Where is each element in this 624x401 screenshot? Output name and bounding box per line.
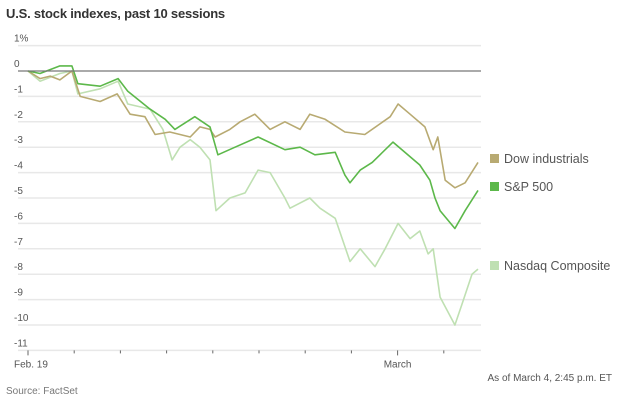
series-line-s-p-500 bbox=[27, 65, 479, 230]
y-tick-label: 1% bbox=[14, 34, 29, 45]
y-tick-label: -11 bbox=[14, 338, 28, 349]
chart-title: U.S. stock indexes, past 10 sessions bbox=[6, 6, 225, 21]
y-tick-label: -1 bbox=[14, 84, 23, 95]
y-tick-label: 0 bbox=[14, 59, 20, 70]
legend-swatch-dow-industrials bbox=[490, 154, 499, 163]
legend-swatch-nasdaq-composite bbox=[490, 261, 499, 270]
y-tick-label: -8 bbox=[14, 262, 23, 273]
x-tick-label: March bbox=[384, 359, 412, 370]
source-note: Source: FactSet bbox=[6, 386, 78, 397]
legend-swatch-s-p-500 bbox=[490, 182, 499, 191]
y-tick-label: -5 bbox=[14, 186, 23, 197]
x-tick-label: Feb. 19 bbox=[14, 359, 48, 370]
y-tick-label: -9 bbox=[14, 288, 23, 299]
series-line-nasdaq-composite bbox=[27, 70, 479, 326]
y-tick-label: -7 bbox=[14, 237, 23, 248]
series-line-dow-industrials bbox=[27, 70, 479, 189]
y-tick-label: -3 bbox=[14, 135, 23, 146]
y-tick-label: -10 bbox=[14, 313, 29, 324]
legend-label-dow-industrials: Dow industrials bbox=[504, 152, 589, 166]
legend-label-nasdaq-composite: Nasdaq Composite bbox=[504, 259, 610, 273]
y-tick-label: -4 bbox=[14, 161, 23, 172]
as-of-note: As of March 4, 2:45 p.m. ET bbox=[487, 373, 613, 384]
y-tick-label: -6 bbox=[14, 211, 23, 222]
legend-label-s-p-500: S&P 500 bbox=[504, 180, 553, 194]
y-tick-label: -2 bbox=[14, 110, 23, 121]
